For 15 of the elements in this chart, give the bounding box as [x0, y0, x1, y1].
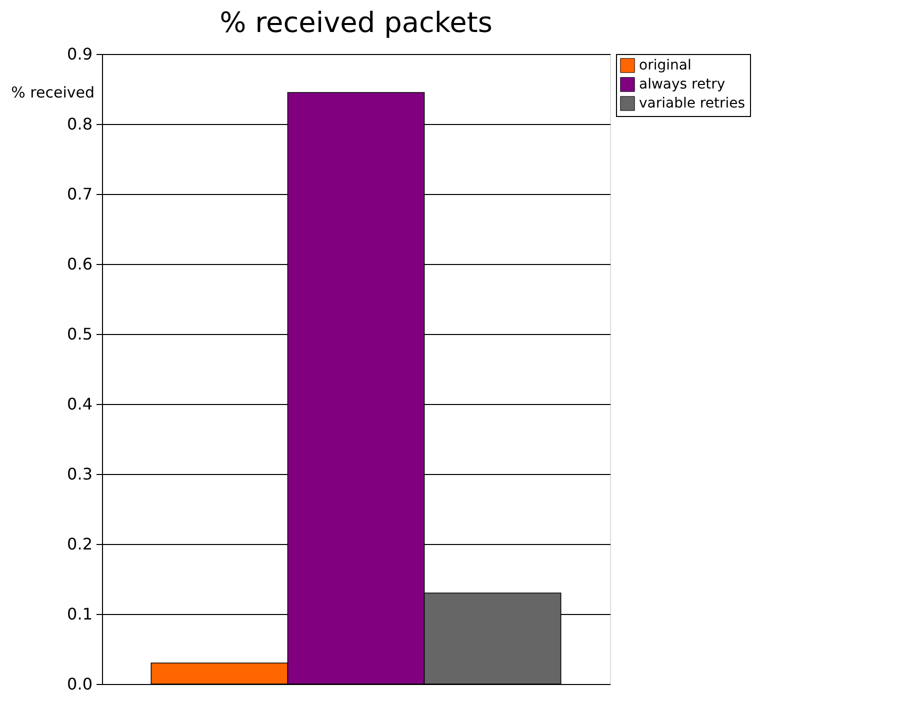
chart-title: % received packets: [220, 6, 492, 39]
legend-label: always retry: [639, 76, 726, 92]
y-tick-label: 0.1: [67, 604, 92, 624]
y-tick-label: 0.3: [67, 464, 92, 484]
y-tick-label: 0.8: [67, 114, 92, 134]
y-tick-label: 0.2: [67, 534, 92, 554]
y-tick-label: 0.0: [67, 674, 92, 694]
y-tick-label: 0.7: [67, 184, 92, 204]
y-tick-label: 0.4: [67, 394, 92, 414]
legend-label: original: [639, 58, 692, 74]
y-axis-title: % received: [11, 84, 94, 102]
y-tick-label: 0.9: [67, 44, 92, 64]
y-tick-label: 0.6: [67, 254, 92, 274]
legend-label: variable retries: [639, 96, 746, 112]
y-tick-label: 0.5: [67, 324, 92, 344]
